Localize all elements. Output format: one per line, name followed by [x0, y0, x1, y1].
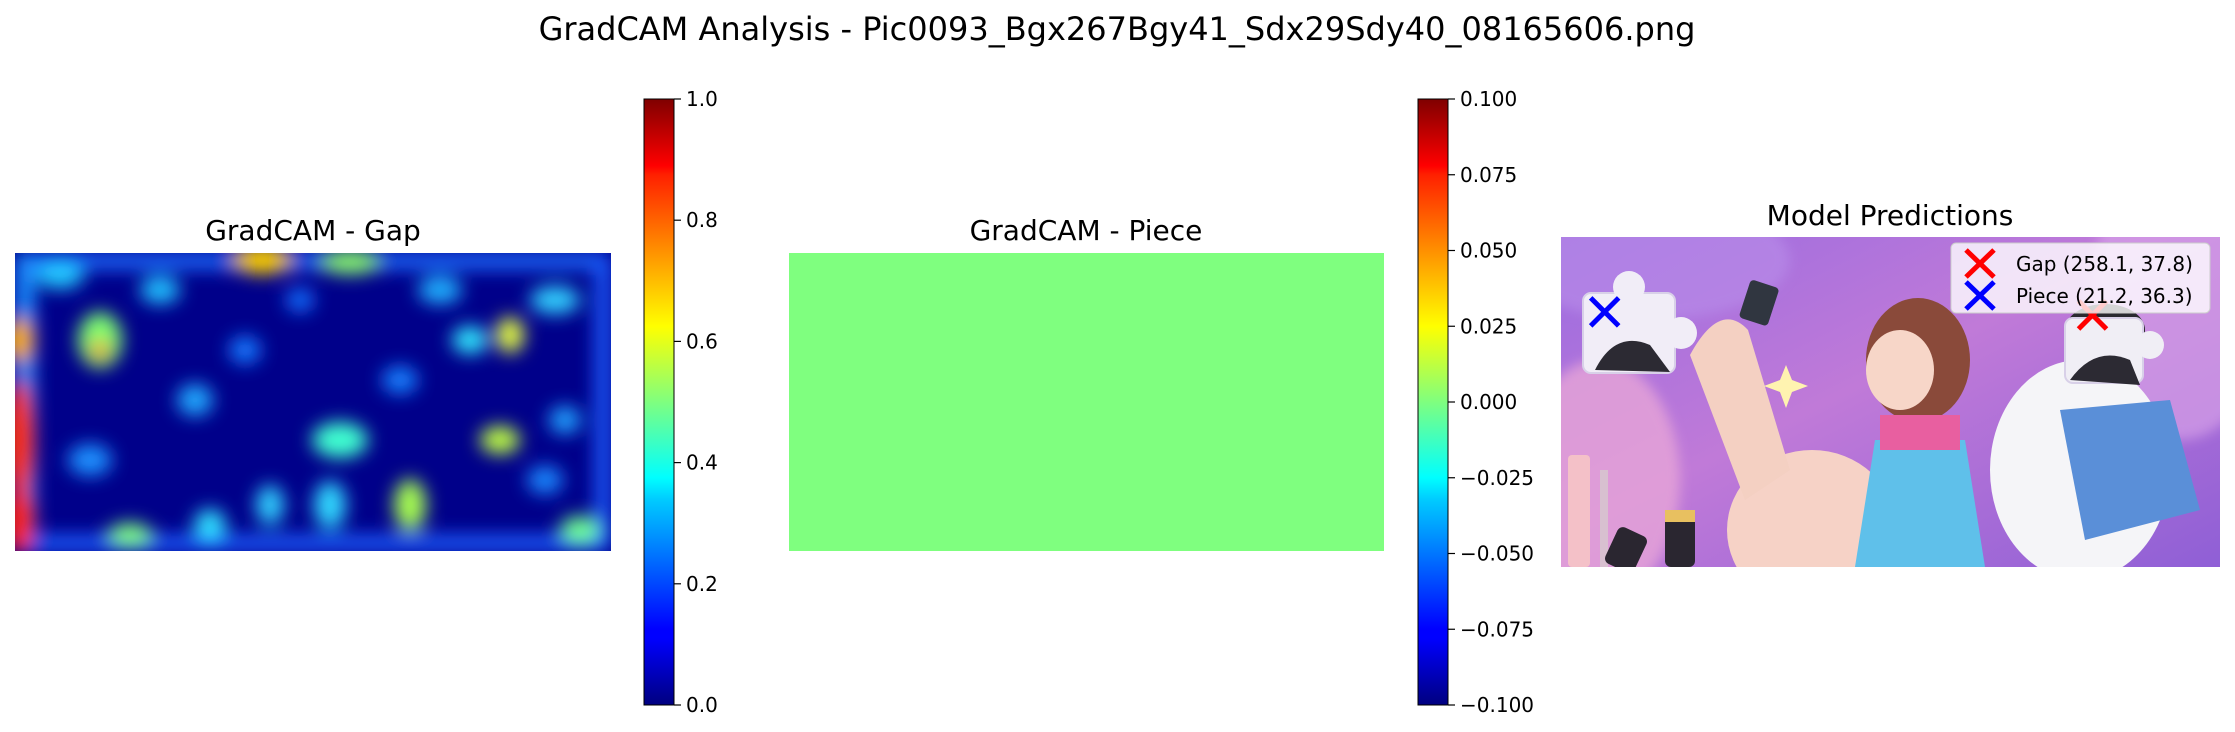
legend-gap-marker — [1964, 248, 1996, 279]
gap-heatmap-panel: GradCAM - Gap — [15, 87, 718, 717]
colorbar-tick-label: 0.000 — [1460, 390, 1517, 414]
colorbar-tick-label: −0.100 — [1460, 693, 1534, 717]
colorbar-tick-label: 0.6 — [686, 329, 718, 353]
piece-prediction-marker — [1588, 296, 1621, 328]
colorbar-tick-label: 1.0 — [686, 87, 718, 111]
girl-illustration — [1690, 280, 1985, 567]
panda-illustration — [1990, 304, 2200, 567]
figure-suptitle: GradCAM Analysis - Pic0093_Bgx267Bgy41_S… — [539, 10, 1696, 48]
predictions-legend: Gap (258.1, 37.8) Piece (21.2, 36.3) — [1950, 242, 2211, 314]
legend-gap-label: Gap (258.1, 37.8) — [2016, 252, 2193, 276]
colorbar-tick-label: 0.025 — [1460, 314, 1517, 338]
colorbar-tick-label: 0.4 — [686, 451, 718, 475]
colorbar-tick-label: 0.2 — [686, 572, 718, 596]
gap-colorbar — [643, 98, 675, 706]
piece-heatmap-panel: GradCAM - Piece −0.100 −0.075 −0.050 −0.025… — [789, 87, 1534, 717]
legend-piece-label: Piece (21.2, 36.3) — [2016, 284, 2193, 308]
piece-colorbar — [1417, 98, 1449, 706]
gap-heatmap-image — [15, 253, 611, 551]
piece-heatmap-title: GradCAM - Piece — [970, 214, 1203, 247]
predictions-title: Model Predictions — [1767, 199, 2014, 232]
piece-heatmap-image — [789, 253, 1384, 551]
colorbar-tick-label: 0.075 — [1460, 163, 1517, 187]
colorbar-tick-label: 0.050 — [1460, 239, 1517, 263]
colorbar-tick-label: 0.8 — [686, 208, 718, 232]
predictions-image — [1561, 237, 2220, 567]
colorbar-tick-label: −0.075 — [1460, 617, 1534, 641]
colorbar-tick-label: −0.025 — [1460, 466, 1534, 490]
piece-colorbar-ticks: −0.100 −0.075 −0.050 −0.025 0.000 0.025 0.050 0… — [1448, 87, 1534, 717]
gap-colorbar-ticks: 0.0 0.2 0.4 0.6 0.8 1.0 — [674, 87, 718, 717]
colorbar-tick-label: 0.100 — [1460, 87, 1517, 111]
colorbar-tick-label: −0.050 — [1460, 542, 1534, 566]
predictions-panel: Model Predictions — [1561, 199, 2220, 567]
legend-piece-marker — [1964, 280, 1996, 311]
colorbar-tick-label: 0.0 — [686, 693, 718, 717]
legend-box — [1950, 242, 2211, 314]
gap-heatmap-title: GradCAM - Gap — [205, 214, 421, 247]
